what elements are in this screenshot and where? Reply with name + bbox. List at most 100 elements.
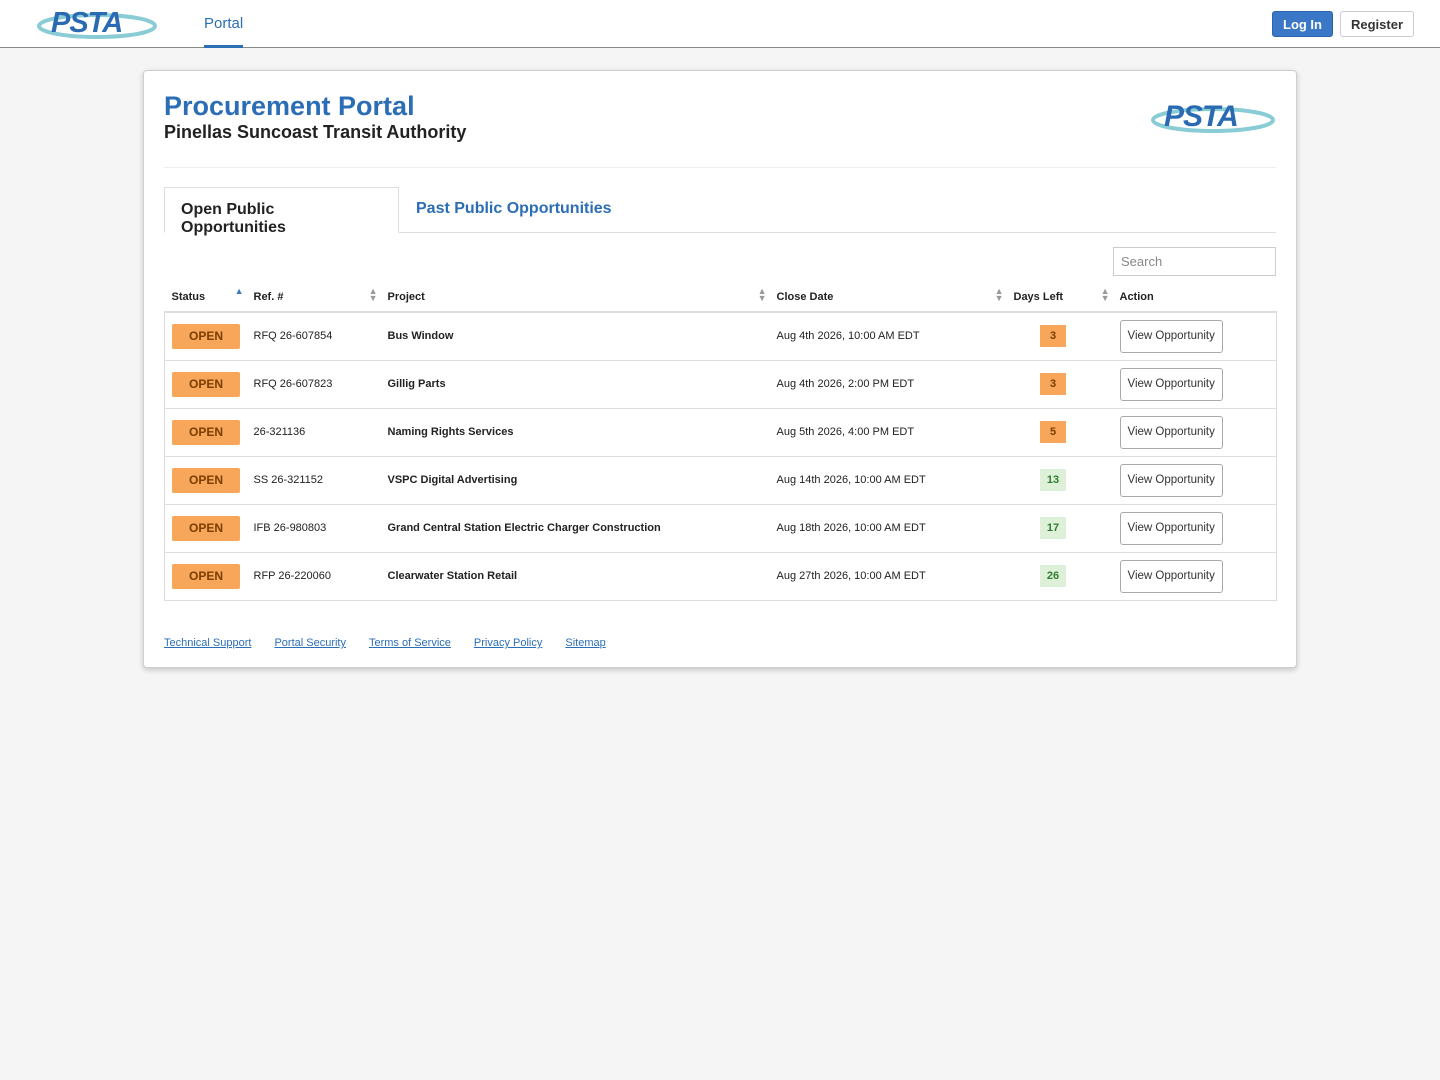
footer-link[interactable]: Sitemap bbox=[565, 637, 606, 649]
cell: Aug 4th 2026, 10:00 AM EDT bbox=[769, 312, 1007, 361]
column-header[interactable]: Project ▲ ▼ bbox=[380, 282, 770, 313]
days-left-badge: 13 bbox=[1040, 469, 1066, 491]
logo-text: PSTA bbox=[51, 7, 123, 39]
cell: View Opportunity bbox=[1112, 360, 1277, 409]
footer-link[interactable]: Terms of Service bbox=[368, 637, 451, 649]
sort-icon: ▲ ▼ bbox=[1100, 286, 1110, 303]
column-label: Close Date bbox=[776, 290, 834, 303]
cell: 3 bbox=[1006, 360, 1113, 409]
status-badge: OPEN bbox=[172, 323, 240, 349]
close-date: Aug 14th 2026, 10:00 AM EDT bbox=[776, 474, 926, 486]
logo-swoosh bbox=[37, 13, 157, 39]
days-left-badge: 26 bbox=[1040, 565, 1066, 587]
cell: Aug 14th 2026, 10:00 AM EDT bbox=[769, 456, 1007, 505]
project-name: Bus Window bbox=[387, 330, 454, 343]
table-row: OPEN IFB 26-980803 Grand Central Station E… bbox=[164, 504, 1277, 553]
days-left-badge: 3 bbox=[1040, 325, 1066, 348]
search-input[interactable]: Search bbox=[1113, 247, 1276, 276]
footer-link[interactable]: Technical Support bbox=[164, 637, 252, 649]
opportunities-table: Status ▲ Ref. # ▲ ▼ Project ▲ ▼ Close Date ▲ ▼ Days… bbox=[164, 282, 1277, 601]
column-header[interactable]: Status ▲ bbox=[164, 282, 247, 313]
cell: 5 bbox=[1006, 408, 1113, 457]
view-opportunity-button[interactable]: View Opportunity bbox=[1119, 415, 1223, 449]
cell: SS 26-321152 bbox=[246, 456, 381, 505]
close-date: Aug 5th 2026, 4:00 PM EDT bbox=[776, 426, 915, 438]
cell: Gillig Parts bbox=[380, 360, 770, 409]
ref-number: IFB 26-980803 bbox=[253, 522, 327, 534]
table-row: OPEN RFP 26-220060 Clearwater Station Reta… bbox=[164, 552, 1277, 601]
close-date: Aug 18th 2026, 10:00 AM EDT bbox=[776, 522, 926, 534]
cell: View Opportunity bbox=[1112, 312, 1277, 361]
sort-icon: ▲ ▼ bbox=[757, 286, 767, 303]
cell: Bus Window bbox=[380, 312, 770, 361]
ref-number: RFP 26-220060 bbox=[253, 570, 331, 582]
cell: OPEN bbox=[164, 504, 247, 553]
tab-active[interactable]: Open Public Opportunities bbox=[164, 187, 399, 236]
days-left-badge: 5 bbox=[1040, 421, 1066, 443]
column-label: Action bbox=[1119, 290, 1154, 303]
column-header[interactable]: Ref. # ▲ ▼ bbox=[246, 282, 381, 313]
project-name: Gillig Parts bbox=[387, 378, 446, 390]
cell: OPEN bbox=[164, 456, 247, 505]
column-header[interactable]: Action bbox=[1112, 282, 1277, 313]
header-row: Status ▲ Ref. # ▲ ▼ Project ▲ ▼ Close Date ▲ ▼ Days… bbox=[164, 282, 1277, 313]
project-name: Grand Central Station Electric Charger C… bbox=[387, 522, 661, 534]
column-label: Days Left bbox=[1013, 290, 1064, 303]
cell: OPEN bbox=[164, 312, 247, 361]
ref-number: SS 26-321152 bbox=[253, 474, 324, 486]
footer-links: Technical Support Portal Security Terms of… bbox=[164, 637, 629, 649]
tab[interactable]: Past Public Opportunities bbox=[416, 200, 612, 217]
portal-card: Procurement Portal Pinellas Suncoast Tra… bbox=[143, 70, 1297, 668]
ref-number: 26-321136 bbox=[253, 426, 306, 438]
cell: OPEN bbox=[164, 552, 247, 601]
close-date: Aug 4th 2026, 2:00 PM EDT bbox=[776, 378, 915, 390]
status-badge: OPEN bbox=[172, 371, 240, 397]
cell: View Opportunity bbox=[1112, 456, 1277, 505]
login-button[interactable]: Log In bbox=[1272, 11, 1333, 37]
view-opportunity-button[interactable]: View Opportunity bbox=[1119, 559, 1223, 593]
close-date: Aug 4th 2026, 10:00 AM EDT bbox=[776, 330, 920, 343]
column-label: Ref. # bbox=[253, 290, 284, 303]
table-row: OPEN SS 26-321152 VSPC Digital Advertising… bbox=[164, 456, 1277, 505]
header-logo: PSTA bbox=[1150, 99, 1276, 137]
cell: OPEN bbox=[164, 360, 247, 409]
view-opportunity-button[interactable]: View Opportunity bbox=[1119, 511, 1223, 545]
logo-swoosh bbox=[1151, 107, 1275, 133]
cell: 3 bbox=[1006, 312, 1113, 361]
view-opportunity-button[interactable]: View Opportunity bbox=[1119, 319, 1223, 353]
cell: RFQ 26-607823 bbox=[246, 360, 381, 409]
table-row: OPEN RFQ 26-607823 Gillig Parts Aug 4th 202… bbox=[164, 360, 1277, 409]
cell: 26-321136 bbox=[246, 408, 381, 457]
nav-logo[interactable]: PSTA bbox=[37, 6, 157, 42]
project-name: Naming Rights Services bbox=[387, 426, 514, 438]
project-name: Clearwater Station Retail bbox=[387, 570, 518, 582]
view-opportunity-button[interactable]: View Opportunity bbox=[1119, 463, 1223, 497]
cell: Aug 4th 2026, 2:00 PM EDT bbox=[769, 360, 1007, 409]
status-badge: OPEN bbox=[172, 515, 240, 541]
cell: VSPC Digital Advertising bbox=[380, 456, 770, 505]
days-left-badge: 3 bbox=[1040, 373, 1066, 395]
footer-link[interactable]: Portal Security bbox=[274, 637, 346, 649]
cell: RFP 26-220060 bbox=[246, 552, 381, 601]
sort-icon: ▲ ▼ bbox=[994, 286, 1004, 303]
sort-icon: ▲ bbox=[234, 286, 244, 296]
cell: OPEN bbox=[164, 408, 247, 457]
cell: IFB 26-980803 bbox=[246, 504, 381, 553]
days-left-badge: 17 bbox=[1040, 517, 1066, 539]
status-badge: OPEN bbox=[172, 467, 240, 493]
column-header[interactable]: Close Date ▲ ▼ bbox=[769, 282, 1007, 313]
cell: Aug 5th 2026, 4:00 PM EDT bbox=[769, 408, 1007, 457]
cell: Aug 27th 2026, 10:00 AM EDT bbox=[769, 552, 1007, 601]
column-header[interactable]: Days Left ▲ ▼ bbox=[1006, 282, 1113, 313]
nav-link[interactable]: Portal bbox=[204, 15, 244, 48]
view-opportunity-button[interactable]: View Opportunity bbox=[1119, 367, 1223, 401]
sort-icon: ▲ ▼ bbox=[368, 286, 378, 303]
project-name: VSPC Digital Advertising bbox=[387, 474, 518, 486]
column-label: Status bbox=[171, 290, 206, 303]
portal-title: Procurement Portal bbox=[164, 91, 415, 121]
footer-link[interactable]: Privacy Policy bbox=[473, 637, 543, 649]
register-button[interactable]: Register bbox=[1340, 11, 1415, 37]
cell: Aug 18th 2026, 10:00 AM EDT bbox=[769, 504, 1007, 553]
cell: Clearwater Station Retail bbox=[380, 552, 770, 601]
